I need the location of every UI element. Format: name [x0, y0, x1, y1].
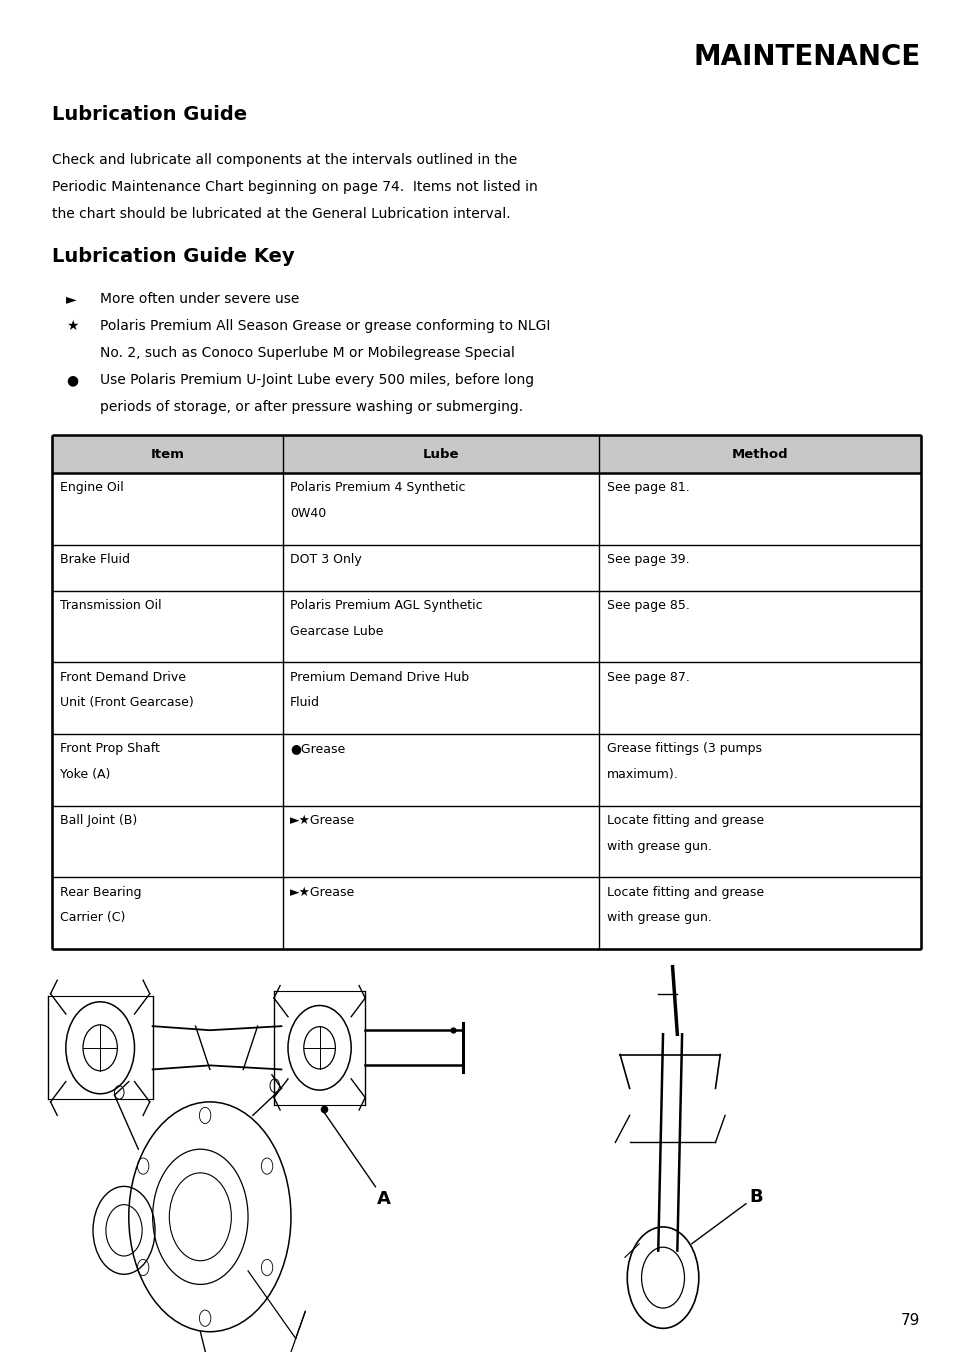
Text: Front Prop Shaft: Front Prop Shaft: [60, 742, 160, 756]
Text: maximum).: maximum).: [606, 768, 679, 781]
Text: B: B: [691, 1187, 761, 1244]
Text: Brake Fluid: Brake Fluid: [60, 553, 130, 566]
Text: 79: 79: [901, 1313, 920, 1328]
Text: Front Demand Drive: Front Demand Drive: [60, 671, 186, 684]
Text: periods of storage, or after pressure washing or submerging.: periods of storage, or after pressure wa…: [100, 400, 523, 414]
Text: ★: ★: [66, 319, 78, 333]
Text: See page 39.: See page 39.: [606, 553, 689, 566]
Text: Polaris Premium 4 Synthetic: Polaris Premium 4 Synthetic: [290, 481, 465, 495]
Text: Engine Oil: Engine Oil: [60, 481, 124, 495]
Text: More often under severe use: More often under severe use: [100, 292, 299, 306]
Text: DOT 3 Only: DOT 3 Only: [290, 553, 361, 566]
Text: Polaris Premium AGL Synthetic: Polaris Premium AGL Synthetic: [290, 599, 482, 612]
Text: C: C: [200, 1332, 226, 1352]
Text: Carrier (C): Carrier (C): [60, 911, 126, 925]
Text: Locate fitting and grease: Locate fitting and grease: [606, 814, 763, 827]
Text: MAINTENANCE: MAINTENANCE: [693, 43, 920, 72]
Text: 0W40: 0W40: [290, 507, 326, 521]
Text: Yoke (A): Yoke (A): [60, 768, 111, 781]
FancyBboxPatch shape: [52, 435, 920, 473]
Text: Ball Joint (B): Ball Joint (B): [60, 814, 137, 827]
Text: See page 87.: See page 87.: [606, 671, 689, 684]
Text: Lube: Lube: [422, 448, 458, 461]
Text: Locate fitting and grease: Locate fitting and grease: [606, 886, 763, 899]
Text: Transmission Oil: Transmission Oil: [60, 599, 162, 612]
Text: Use Polaris Premium U-Joint Lube every 500 miles, before long: Use Polaris Premium U-Joint Lube every 5…: [100, 373, 534, 387]
FancyBboxPatch shape: [52, 662, 920, 734]
Text: Polaris Premium All Season Grease or grease conforming to NLGI: Polaris Premium All Season Grease or gre…: [100, 319, 550, 333]
Text: Unit (Front Gearcase): Unit (Front Gearcase): [60, 696, 193, 710]
Text: Fluid: Fluid: [290, 696, 320, 710]
FancyBboxPatch shape: [52, 473, 920, 545]
Text: with grease gun.: with grease gun.: [606, 840, 711, 853]
Text: Premium Demand Drive Hub: Premium Demand Drive Hub: [290, 671, 469, 684]
Text: with grease gun.: with grease gun.: [606, 911, 711, 925]
Text: ●: ●: [66, 373, 78, 387]
Text: See page 85.: See page 85.: [606, 599, 689, 612]
Text: ●Grease: ●Grease: [290, 742, 345, 756]
Text: Gearcase Lube: Gearcase Lube: [290, 625, 383, 638]
Text: Grease fittings (3 pumps: Grease fittings (3 pumps: [606, 742, 761, 756]
Text: ►: ►: [66, 292, 76, 306]
FancyBboxPatch shape: [52, 734, 920, 806]
Text: ►★Grease: ►★Grease: [290, 886, 355, 899]
FancyBboxPatch shape: [52, 806, 920, 877]
FancyBboxPatch shape: [52, 877, 920, 949]
FancyBboxPatch shape: [52, 545, 920, 591]
FancyBboxPatch shape: [52, 591, 920, 662]
Text: A: A: [324, 1113, 391, 1207]
Text: Lubrication Guide Key: Lubrication Guide Key: [52, 247, 294, 266]
Text: Method: Method: [731, 448, 787, 461]
Text: the chart should be lubricated at the General Lubrication interval.: the chart should be lubricated at the Ge…: [52, 207, 511, 220]
Text: Periodic Maintenance Chart beginning on page 74.  Items not listed in: Periodic Maintenance Chart beginning on …: [52, 180, 537, 193]
Text: Lubrication Guide: Lubrication Guide: [52, 105, 248, 124]
Text: Rear Bearing: Rear Bearing: [60, 886, 141, 899]
Text: No. 2, such as Conoco Superlube M or Mobilegrease Special: No. 2, such as Conoco Superlube M or Mob…: [100, 346, 515, 360]
Text: ►★Grease: ►★Grease: [290, 814, 355, 827]
Text: Check and lubricate all components at the intervals outlined in the: Check and lubricate all components at th…: [52, 153, 517, 166]
Text: See page 81.: See page 81.: [606, 481, 689, 495]
Text: Item: Item: [151, 448, 184, 461]
